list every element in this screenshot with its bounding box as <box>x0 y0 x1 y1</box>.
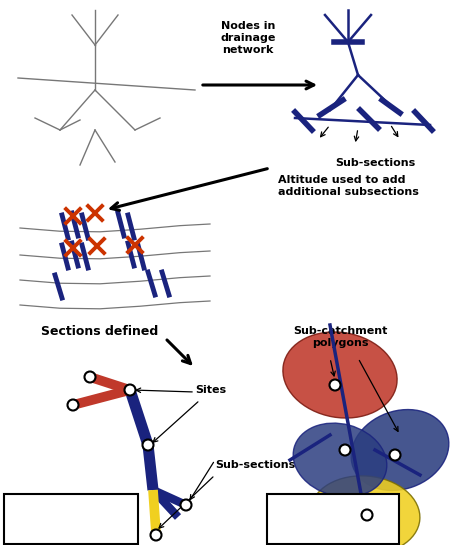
Text: Sections defined: Sections defined <box>41 325 158 338</box>
Circle shape <box>390 450 400 461</box>
FancyBboxPatch shape <box>267 494 399 544</box>
Circle shape <box>180 500 192 511</box>
Circle shape <box>125 385 135 396</box>
Ellipse shape <box>351 409 449 490</box>
Ellipse shape <box>310 476 420 545</box>
Circle shape <box>361 510 373 520</box>
Text: Altitude used to add
additional subsections: Altitude used to add additional subsecti… <box>278 175 419 197</box>
Circle shape <box>68 399 78 410</box>
Circle shape <box>85 372 95 383</box>
Text: Nodes in
drainage
network: Nodes in drainage network <box>220 21 276 54</box>
Circle shape <box>329 379 341 391</box>
FancyBboxPatch shape <box>4 494 138 544</box>
Text: 'Pizza' GIS
Display
Method: 'Pizza' GIS Display Method <box>301 502 365 536</box>
Text: Sub-sections: Sub-sections <box>335 158 415 168</box>
Circle shape <box>143 439 153 451</box>
Circle shape <box>150 530 162 541</box>
Ellipse shape <box>293 423 387 497</box>
Text: Sub-sections: Sub-sections <box>215 460 295 470</box>
Circle shape <box>339 445 351 456</box>
Text: Sites: Sites <box>195 385 226 395</box>
Text: Sub-catchment
polygons: Sub-catchment polygons <box>293 326 387 348</box>
Ellipse shape <box>283 332 397 418</box>
Text: 'Spaghetti' GIS
Display
Method: 'Spaghetti' GIS Display Method <box>25 502 117 536</box>
